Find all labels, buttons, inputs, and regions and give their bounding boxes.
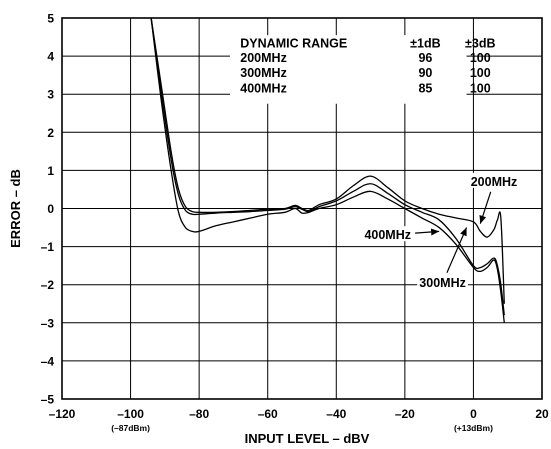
annotation-label: 400MHz xyxy=(364,228,411,242)
annotation-label-bg xyxy=(362,226,414,242)
y-tick-label: –1 xyxy=(41,240,55,254)
x-tick-label: –40 xyxy=(326,407,346,421)
y-tick-labels: 5 4 3 2 1 0 –1 –2 –3 –4 –5 xyxy=(41,12,55,407)
table-header: ±1dB xyxy=(410,37,440,51)
y-tick-label: –4 xyxy=(41,354,55,368)
table-header: ±3dB xyxy=(465,37,495,51)
table-cell: 400MHz xyxy=(240,81,287,95)
annotation-label: 200MHz xyxy=(471,175,518,189)
y-axis-label: ERROR – dB xyxy=(8,169,23,248)
table-cell: 200MHz xyxy=(240,51,287,65)
x-tick-label: 20 xyxy=(535,407,549,421)
x-tick-label: –120 xyxy=(49,407,76,421)
y-tick-label: –2 xyxy=(41,278,55,292)
y-tick-label: 4 xyxy=(47,50,54,64)
table-background xyxy=(230,35,467,104)
table-cell: 85 xyxy=(418,81,432,95)
table-cell: 96 xyxy=(418,51,432,65)
annotation-label-bg xyxy=(417,273,468,289)
series-annotations: 200MHz 400MHz 300MHz xyxy=(362,172,520,290)
y-tick-label: –3 xyxy=(41,316,55,330)
y-tick-label: 5 xyxy=(47,12,54,26)
table-cell: 100 xyxy=(470,81,491,95)
x-tick-sublabel: (–87dBm) xyxy=(111,423,150,433)
x-tick-label: –20 xyxy=(395,407,415,421)
annotation-arrow-line xyxy=(446,227,468,274)
y-tick-label: 1 xyxy=(47,164,54,178)
table-cell: 100 xyxy=(470,51,491,65)
table-background-rect xyxy=(230,35,467,104)
annotation-arrow-head xyxy=(430,228,440,236)
series-layer xyxy=(150,17,505,323)
annotation-arrow-head xyxy=(460,227,467,237)
y-tick-label: 3 xyxy=(47,88,54,102)
table-header: DYNAMIC RANGE xyxy=(240,37,347,51)
x-tick-label: –60 xyxy=(258,407,278,421)
series-line-200mhz xyxy=(150,17,505,304)
dynamic-range-table: DYNAMIC RANGE ±1dB ±3dB 200MHz 96 100 300MHz 90… xyxy=(240,37,495,96)
x-tick-label: 0 xyxy=(470,407,477,421)
plot-frame xyxy=(61,17,543,400)
x-axis-label: INPUT LEVEL – dBV xyxy=(245,431,370,446)
annotation-arrow-head xyxy=(479,215,487,224)
table-cell: 300MHz xyxy=(240,66,287,80)
annotation-label: 300MHz xyxy=(419,276,466,290)
x-tick-label: –80 xyxy=(189,407,209,421)
table-cell: 90 xyxy=(418,66,432,80)
y-tick-label: 0 xyxy=(47,202,54,216)
y-tick-label: 2 xyxy=(47,126,54,140)
series-line-400mhz xyxy=(150,17,505,323)
x-tick-label: –100 xyxy=(117,407,144,421)
series-line-300mhz xyxy=(150,17,505,316)
y-tick-label: –5 xyxy=(41,393,55,407)
annotation-label-bg xyxy=(468,172,520,188)
x-tick-labels: –120 –100 (–87dBm) –80 –60 –40 –20 0 (+13dBm) 20 xyxy=(49,407,549,433)
table-cell: 100 xyxy=(470,66,491,80)
x-tick-sublabel: (+13dBm) xyxy=(454,423,493,433)
